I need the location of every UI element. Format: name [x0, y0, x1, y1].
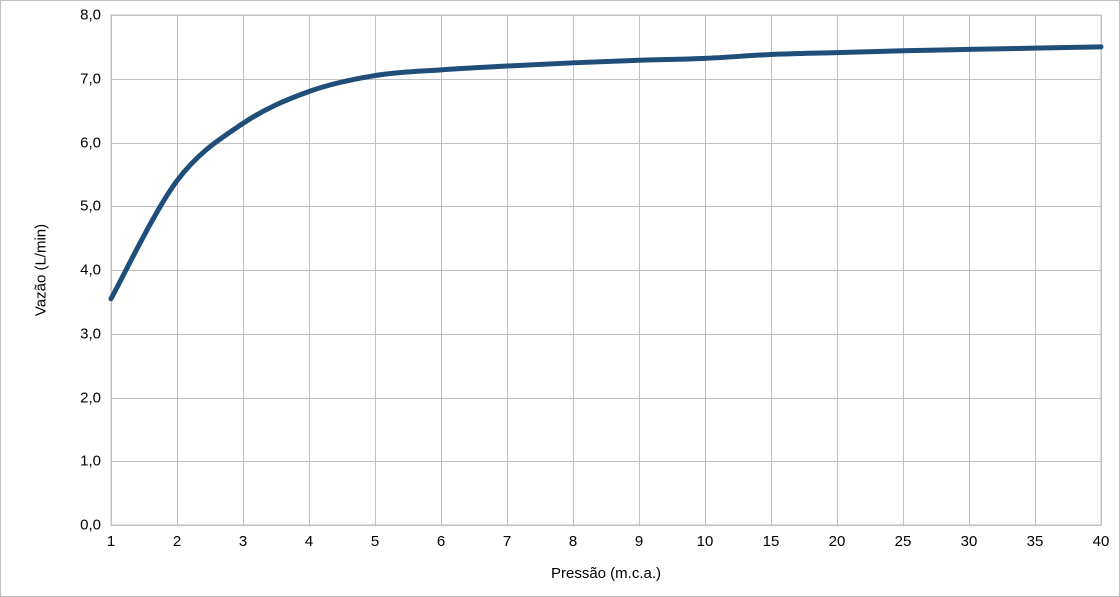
x-tick-label: 1	[107, 533, 115, 550]
x-tick-label: 6	[437, 533, 445, 550]
y-tick-label: 2,0	[80, 389, 101, 406]
y-tick-label: 4,0	[80, 262, 101, 279]
y-axis-label: Vazão (L/min)	[33, 224, 50, 316]
y-tick-label: 1,0	[80, 453, 101, 470]
x-tick-label: 20	[829, 533, 846, 550]
x-tick-label: 9	[635, 533, 643, 550]
y-tick-label: 6,0	[80, 134, 101, 151]
x-tick-label: 30	[961, 533, 978, 550]
x-tick-label: 15	[763, 533, 780, 550]
x-tick-label: 40	[1093, 533, 1110, 550]
x-tick-label: 25	[895, 533, 912, 550]
x-tick-label: 4	[305, 533, 313, 550]
x-tick-label: 2	[173, 533, 181, 550]
chart-container: 1 2 3 4 5 6 7 8 9 10 15 20 25 30 35 40 0,0 1,0 2,0 3,0 4,0 5,…	[0, 0, 1120, 597]
y-tick-label: 3,0	[80, 325, 101, 342]
x-tick-label: 3	[239, 533, 247, 550]
x-tick-label: 7	[503, 533, 511, 550]
data-line	[111, 47, 1101, 299]
plot-area: 123456789101520253035400,01,02,03,04,05,…	[111, 15, 1101, 525]
plot-svg	[111, 15, 1101, 525]
x-tick-label: 5	[371, 533, 379, 550]
x-tick-label: 8	[569, 533, 577, 550]
y-tick-label: 8,0	[80, 7, 101, 24]
y-tick-label: 7,0	[80, 70, 101, 87]
y-tick-label: 5,0	[80, 198, 101, 215]
y-tick-label: 0,0	[80, 517, 101, 534]
x-axis-label: Pressão (m.c.a.)	[551, 565, 661, 582]
x-tick-label: 35	[1027, 533, 1044, 550]
x-tick-label: 10	[697, 533, 714, 550]
